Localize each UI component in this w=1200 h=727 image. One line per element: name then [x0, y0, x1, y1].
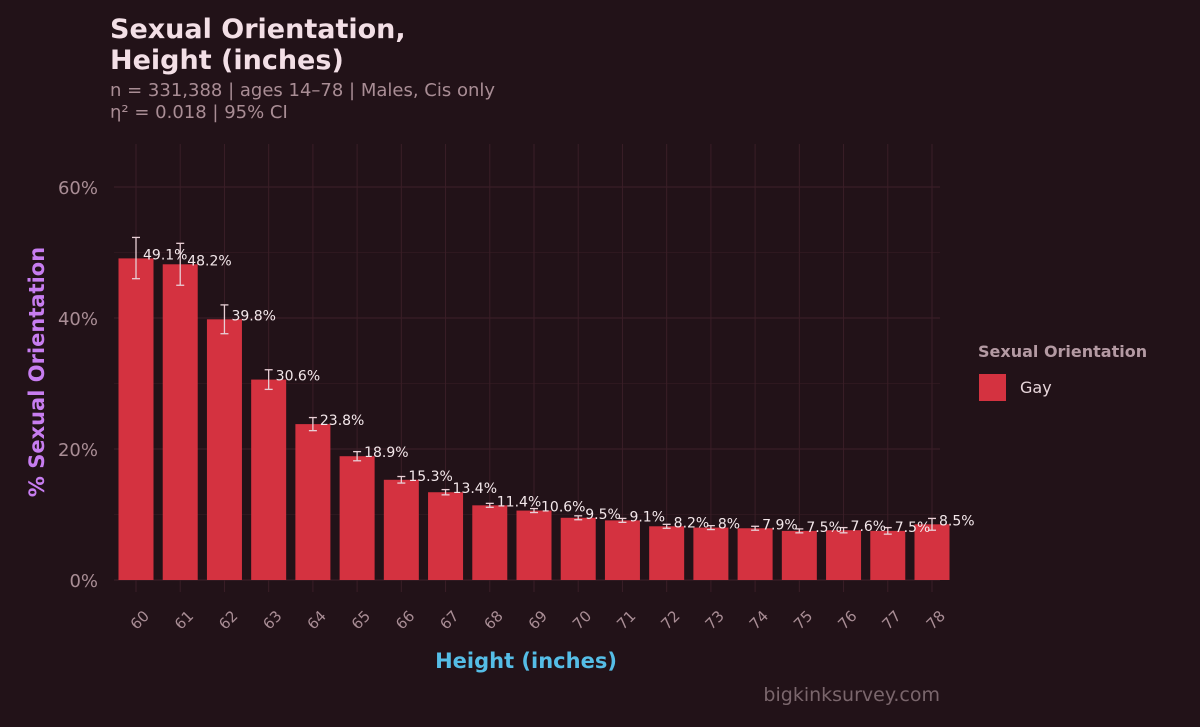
grid-lines [114, 144, 940, 592]
x-tick-label-61: 61 [171, 607, 197, 633]
bar-61 [162, 264, 198, 580]
y-tick-label: 20% [58, 440, 98, 461]
data-label-74: 7.9% [762, 517, 798, 533]
x-tick-label-66: 66 [392, 607, 418, 633]
x-tick-label-78: 78 [923, 607, 949, 633]
x-tick-label-74: 74 [746, 607, 772, 633]
watermark: bigkinksurvey.com [763, 684, 940, 706]
x-tick-label-70: 70 [569, 607, 595, 633]
y-tick-label: 0% [69, 571, 98, 592]
bar-73 [693, 527, 729, 580]
bar-77 [870, 530, 906, 580]
data-labels: 49.1% 48.2% 39.8% 30.6% 23.8%18.9%15.3%13.4%… [143, 247, 975, 535]
legend-key-gay [979, 374, 1006, 401]
bar-74 [737, 528, 773, 580]
data-label-68: 11.4% [497, 494, 541, 510]
x-tick-label-63: 63 [259, 607, 285, 633]
data-label-65: 18.9% [364, 445, 408, 461]
chart-title: Sexual Orientation, Height (inches) [110, 14, 406, 76]
data-label-69: 10.6% [541, 500, 585, 516]
data-label-75: 7.5% [806, 520, 842, 536]
error-bars [132, 236, 936, 535]
bar-65 [339, 456, 375, 580]
data-label-63: 30.6% [276, 369, 320, 385]
data-label-73: 8% [718, 517, 740, 533]
x-tick-label-69: 69 [525, 607, 551, 633]
bar-75 [781, 530, 817, 580]
bar-70 [560, 517, 596, 580]
x-tick-label-67: 67 [436, 607, 462, 633]
x-tick-label-73: 73 [702, 607, 728, 633]
bar-69 [516, 510, 552, 580]
bar-62 [206, 319, 242, 580]
data-label-61: 48.2% [187, 253, 231, 269]
bars [118, 258, 950, 580]
y-tick-label: 60% [58, 178, 98, 199]
bar-60 [118, 258, 154, 580]
x-tick-label-71: 71 [613, 607, 639, 633]
x-tick-label-75: 75 [790, 607, 816, 633]
bar-72 [649, 526, 685, 580]
y-axis-label: % Sexual Orientation [25, 247, 49, 497]
data-label-72: 8.2% [674, 515, 710, 531]
data-label-62: 39.8% [231, 308, 275, 324]
data-label-64: 23.8% [320, 413, 364, 429]
data-label-70: 9.5% [585, 507, 621, 523]
x-tick-label-77: 77 [879, 607, 905, 633]
data-label-78: 8.5% [939, 513, 975, 529]
bar-76 [826, 530, 862, 580]
x-tick-label-62: 62 [215, 607, 241, 633]
x-tick-label-76: 76 [834, 607, 860, 633]
data-label-67: 13.4% [453, 481, 497, 497]
data-label-71: 9.1% [629, 509, 665, 525]
data-label-76: 7.6% [851, 519, 887, 535]
x-tick-label-68: 68 [481, 607, 507, 633]
chart-subtitle: n = 331,388 | ages 14–78 | Males, Cis on… [110, 80, 496, 123]
x-tick-label-64: 64 [304, 607, 330, 633]
bar-64 [295, 424, 331, 580]
legend-title: Sexual Orientation [978, 342, 1148, 361]
x-tick-label-60: 60 [127, 607, 153, 633]
bar-71 [604, 520, 640, 580]
y-tick-label: 40% [58, 309, 98, 330]
data-label-66: 15.3% [408, 469, 452, 485]
bar-78 [914, 524, 950, 580]
x-axis-label: Height (inches) [435, 649, 617, 673]
y-tick-labels: 0% 20% 40% 60% [58, 178, 98, 592]
data-label-77: 7.5% [895, 520, 931, 536]
bar-66 [383, 479, 419, 580]
x-tick-labels: 60 61 62 63 64 65 66 67 68 69 70 71 72 73 74 75 76 77 78 [127, 607, 949, 633]
bar-68 [472, 505, 508, 580]
data-label-60: 49.1% [143, 247, 187, 263]
legend-label-gay: Gay [1020, 378, 1052, 397]
x-tick-label-65: 65 [348, 607, 374, 633]
bar-63 [251, 379, 287, 580]
x-tick-label-72: 72 [657, 607, 683, 633]
bar-67 [428, 492, 464, 580]
